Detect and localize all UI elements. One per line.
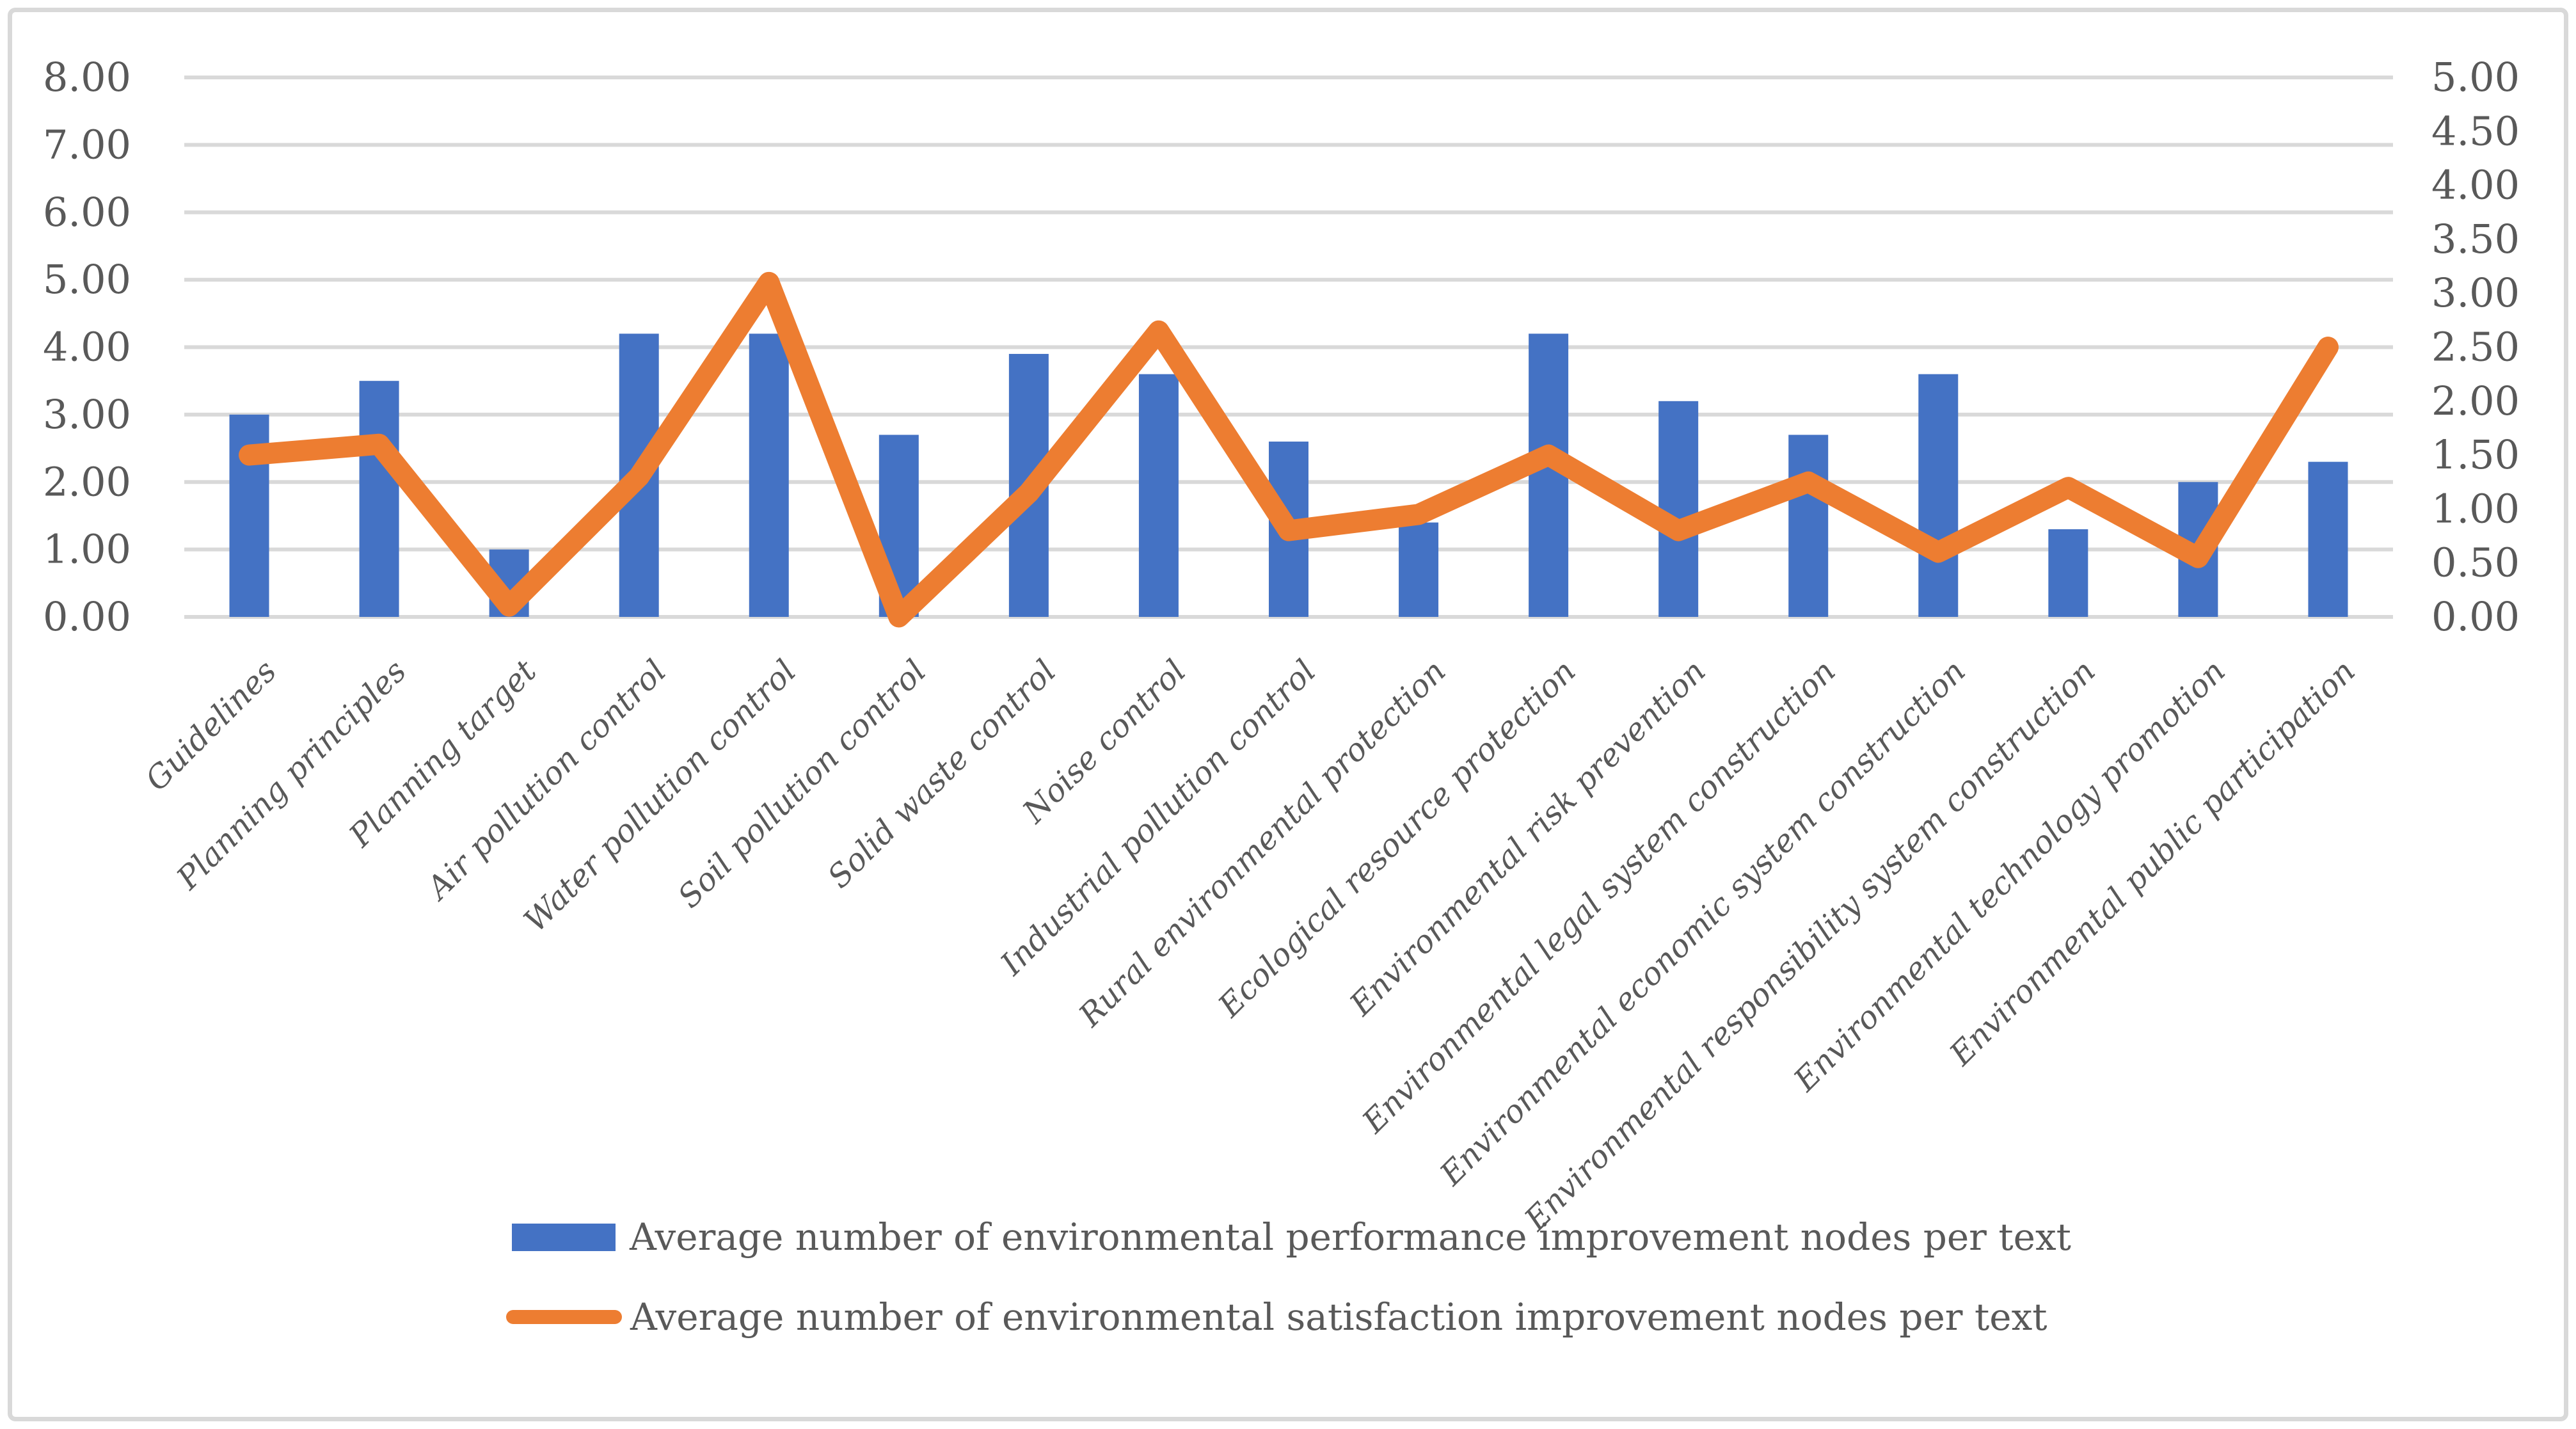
legend-item-performance: Average number of environmental performa…	[512, 1215, 2071, 1259]
category-label: Solid waste control	[821, 653, 1063, 895]
line-series-swatch-icon	[506, 1310, 622, 1324]
right-axis-tick-label: 4.50	[2431, 108, 2520, 154]
right-axis-tick-label: 2.50	[2431, 324, 2520, 371]
category-label: Soil pollution control	[671, 653, 934, 915]
bar-series-swatch-icon	[512, 1223, 616, 1251]
left-axis-tick-label: 7.00	[43, 121, 131, 168]
bar	[1658, 401, 1699, 617]
legend-label: Average number of environmental performa…	[630, 1215, 2071, 1259]
left-axis-tick-label: 6.00	[43, 189, 131, 236]
left-axis-tick-label: 0.00	[43, 593, 131, 640]
line-path	[239, 271, 2339, 628]
left-axis-ticks: 0.00 1.00 2.00 3.00 4.00 5.00 6.00 7.00 8.00	[43, 54, 131, 640]
category-label: Air pollution control	[418, 653, 674, 908]
bar	[2048, 529, 2088, 617]
category-label: Water pollution control	[517, 653, 803, 939]
bar	[1788, 435, 1829, 617]
right-axis-tick-label: 5.00	[2431, 54, 2520, 100]
bar	[749, 333, 789, 617]
legend: Average number of environmental performa…	[506, 1215, 2071, 1339]
legend-item-satisfaction: Average number of environmental satisfac…	[506, 1295, 2071, 1339]
bar	[1918, 374, 1959, 617]
right-axis-tick-label: 4.00	[2431, 162, 2520, 209]
left-axis-tick-label: 4.00	[43, 324, 131, 371]
right-axis-tick-label: 3.00	[2431, 269, 2520, 316]
bar	[2308, 461, 2348, 617]
right-axis-tick-label: 1.00	[2431, 485, 2520, 532]
bar	[1399, 522, 1439, 617]
right-axis-tick-label: 0.00	[2431, 593, 2520, 640]
bar	[1529, 333, 1569, 617]
left-axis-tick-label: 2.00	[43, 458, 131, 505]
right-axis-tick-label: 1.50	[2431, 431, 2520, 478]
bar	[1138, 374, 1179, 617]
legend-label: Average number of environmental satisfac…	[630, 1295, 2047, 1339]
category-label: Guidelines	[138, 653, 283, 798]
left-axis-tick-label: 3.00	[43, 391, 131, 438]
right-axis-tick-label: 0.50	[2431, 539, 2520, 586]
right-axis-ticks: 0.00 0.50 1.00 1.50 2.00 2.50 3.00 3.50 4.00 4.50…	[2431, 54, 2520, 640]
left-axis-tick-label: 5.00	[43, 256, 131, 303]
right-axis-tick-label: 3.50	[2431, 216, 2520, 262]
bar	[359, 381, 399, 617]
category-label: Environmental legal system construction	[1355, 653, 1843, 1140]
left-axis-tick-label: 1.00	[43, 526, 131, 573]
line-series	[239, 271, 2339, 628]
right-axis-tick-label: 2.00	[2431, 378, 2520, 424]
category-label: Planning principles	[170, 653, 413, 897]
left-axis-tick-label: 8.00	[43, 54, 131, 100]
